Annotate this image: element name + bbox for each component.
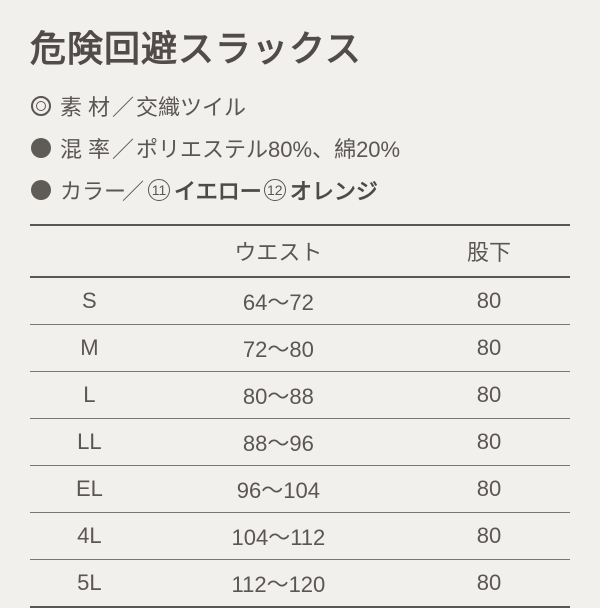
cell-inseam: 80: [408, 325, 570, 372]
circled-number-icon: 12: [264, 179, 286, 201]
solid-circle-icon: [30, 137, 52, 159]
spec-label: カラー: [60, 174, 126, 206]
solid-circle-icon: [30, 179, 52, 201]
cell-inseam: 80: [408, 513, 570, 560]
table-row: LL88～9680: [30, 419, 570, 466]
separator: ／: [112, 132, 134, 164]
double-circle-icon: [30, 95, 52, 117]
color-option: イエロー: [174, 174, 262, 206]
table-row: M72～8080: [30, 325, 570, 372]
cell-size: 4L: [30, 513, 149, 560]
cell-waist: 104～112: [149, 513, 408, 560]
cell-size: M: [30, 325, 149, 372]
spec-value: ポリエステル80%、綿20%: [136, 132, 400, 164]
col-waist: ウエスト: [149, 225, 408, 277]
cell-size: L: [30, 372, 149, 419]
table-header-row: ウエスト 股下: [30, 225, 570, 277]
color-option: オレンジ: [290, 174, 378, 206]
size-table: ウエスト 股下 S64～7280M72～8080L80～8880LL88～968…: [30, 224, 570, 608]
table-row: EL96～10480: [30, 466, 570, 513]
cell-size: LL: [30, 419, 149, 466]
table-row: S64～7280: [30, 277, 570, 325]
cell-waist: 88～96: [149, 419, 408, 466]
spec-label: 素材: [60, 90, 116, 122]
separator: ／: [112, 90, 134, 122]
cell-size: S: [30, 277, 149, 325]
cell-inseam: 80: [408, 466, 570, 513]
cell-inseam: 80: [408, 372, 570, 419]
cell-waist: 96～104: [149, 466, 408, 513]
cell-size: EL: [30, 466, 149, 513]
page-title: 危険回避スラックス: [30, 20, 570, 72]
spec-mix: 混率 ／ ポリエステル80%、綿20%: [30, 132, 570, 164]
cell-waist: 64～72: [149, 277, 408, 325]
cell-waist: 80～88: [149, 372, 408, 419]
separator: ／: [122, 174, 144, 206]
spec-color: カラー ／ 11 イエロー 12 オレンジ: [30, 174, 570, 206]
col-size: [30, 225, 149, 277]
cell-waist: 72～80: [149, 325, 408, 372]
cell-inseam: 80: [408, 277, 570, 325]
spec-label: 混率: [60, 132, 116, 164]
col-inseam: 股下: [408, 225, 570, 277]
table-row: 4L104～11280: [30, 513, 570, 560]
table-row: L80～8880: [30, 372, 570, 419]
cell-inseam: 80: [408, 419, 570, 466]
spec-material: 素材 ／ 交織ツイル: [30, 90, 570, 122]
circled-number-icon: 11: [148, 179, 170, 201]
spec-value: 交織ツイル: [136, 90, 246, 122]
